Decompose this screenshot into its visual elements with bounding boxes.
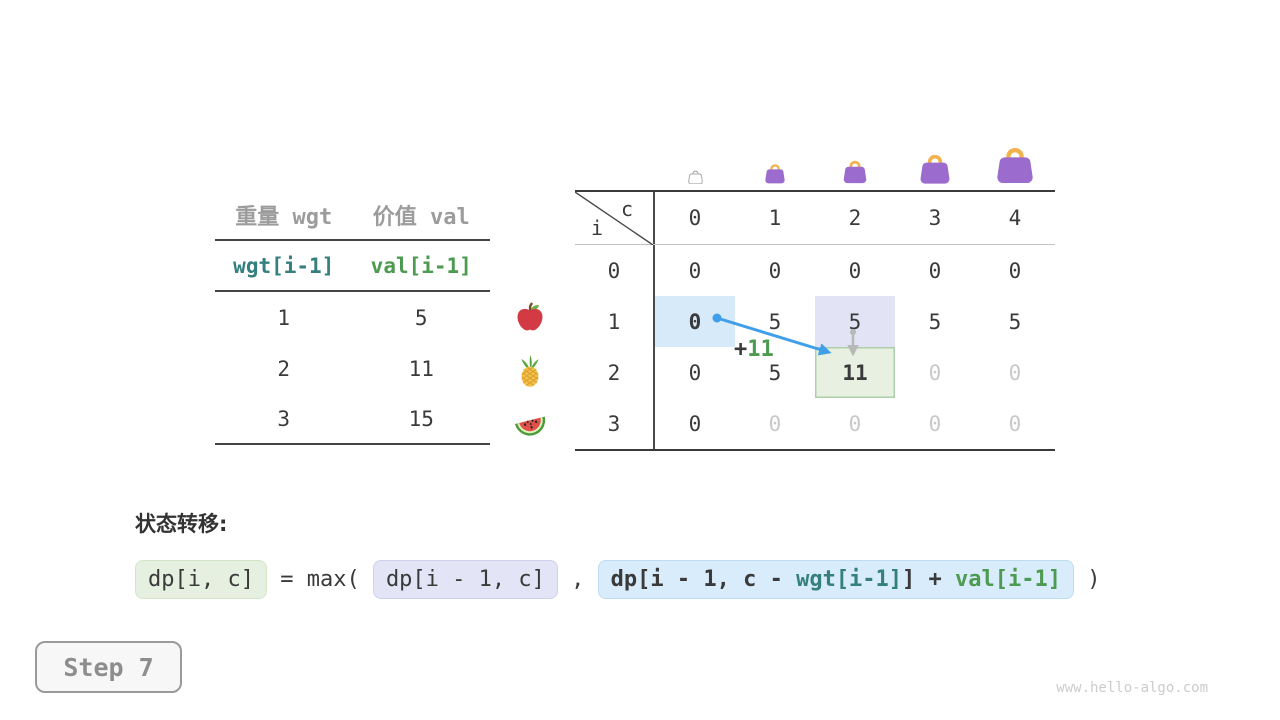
dp-cell: 0 — [848, 411, 862, 436]
dp-cell: 5 — [815, 296, 895, 347]
dp-row: 2 0 5 11 0 0 — [575, 347, 1055, 398]
item-table: 重量 wgt 价值 val wgt[i-1] val[i-1] 1 5 2 11 3 15 — [215, 190, 490, 445]
item-value: 5 — [414, 305, 428, 330]
plus-sign: + — [734, 337, 748, 362]
formula-term: dp[i - 1, c - wgt[i-1]] + val[i-1] — [597, 560, 1075, 599]
dp-cell: 0 — [1008, 258, 1022, 283]
dp-col-header: 3 — [928, 206, 942, 230]
formula-operator: , — [557, 567, 598, 592]
dp-cell: 11 — [815, 347, 895, 398]
dp-corner-row-label: i — [591, 216, 604, 240]
corner-diagonal — [575, 192, 653, 245]
dp-row: 0 0 0 0 0 0 — [575, 245, 1055, 296]
dp-row-header: 0 — [575, 245, 655, 296]
added-value: 11 — [747, 337, 774, 362]
formula-segment: + — [915, 567, 956, 592]
dp-row-header: 2 — [575, 347, 655, 398]
item-weight: 3 — [277, 406, 291, 431]
bag-icon — [841, 157, 869, 184]
dp-col-header: 1 — [768, 206, 782, 230]
dp-col-header: 0 — [688, 206, 702, 230]
watermelon-icon — [513, 404, 547, 438]
formula-segment: wgt[i-1] — [796, 567, 903, 592]
item-table-subheader: wgt[i-1] — [233, 253, 335, 278]
dp-cell: 0 — [1008, 360, 1022, 385]
dp-cell: 0 — [928, 258, 942, 283]
dp-cell: 0 — [688, 411, 702, 436]
dp-cell: 0 — [928, 411, 942, 436]
transition-label: 状态转移: — [135, 512, 228, 536]
pineapple-icon — [513, 354, 547, 388]
dp-row-header: 3 — [575, 398, 655, 449]
formula-segment: val[i-1] — [955, 567, 1062, 592]
item-table-subheader: val[i-1] — [370, 253, 472, 278]
dp-cell: 5 — [1008, 309, 1022, 334]
dp-cell: 0 — [1008, 411, 1022, 436]
dp-cell: 0 — [688, 258, 702, 283]
dp-col-header: 2 — [848, 206, 862, 230]
dp-cell: 0 — [688, 360, 702, 385]
dp-cell: 0 — [848, 258, 862, 283]
formula-term: dp[i, c] — [135, 560, 267, 599]
dp-cell: 0 — [655, 296, 735, 347]
item-value: 11 — [408, 356, 434, 381]
formula-operator: = max( — [266, 567, 373, 592]
item-weight: 1 — [277, 305, 291, 330]
dp-table: c i 0 1 2 3 4 0 0 0 0 0 0 1 0 5 5 5 5 2 0 5 11 0 0 3 0 0 0 0 0 — [575, 190, 1055, 451]
formula-term: dp[i - 1, c] — [372, 560, 558, 599]
watermark: www.hello-algo.com — [1056, 680, 1208, 696]
formula-segment: dp[i - 1, c - — [610, 567, 797, 592]
item-row: 3 15 — [215, 394, 490, 445]
item-table-header: 重量 wgt — [235, 204, 333, 230]
transition-formula: dp[i, c] = max( dp[i - 1, c] , dp[i - 1,… — [135, 560, 1101, 599]
dp-col-header: 4 — [1008, 206, 1022, 230]
formula-segment: ] — [902, 567, 916, 592]
bag-icon — [993, 142, 1037, 184]
item-value: 15 — [408, 406, 434, 431]
apple-icon — [513, 301, 547, 335]
item-row: 2 11 — [215, 343, 490, 394]
formula-operator: ) — [1074, 567, 1101, 592]
dp-cell: 5 — [928, 309, 942, 334]
bag-icon — [917, 150, 953, 185]
dp-row-header: 1 — [575, 296, 655, 347]
dp-corner-col-label: c — [620, 197, 633, 221]
step-button[interactable]: Step 7 — [35, 641, 182, 693]
item-table-header: 价值 val — [372, 204, 470, 230]
bag-icon — [687, 168, 704, 184]
dp-cell: 5 — [768, 360, 782, 385]
transition-value-annotation: +11 — [734, 337, 774, 362]
dp-cell: 0 — [928, 360, 942, 385]
item-weight: 2 — [277, 356, 291, 381]
dp-cell: 0 — [768, 258, 782, 283]
item-table-subheader-row: wgt[i-1] val[i-1] — [215, 241, 490, 292]
bag-icon — [763, 161, 787, 184]
item-table-header-row: 重量 wgt 价值 val — [215, 190, 490, 241]
dp-cell: 0 — [768, 411, 782, 436]
dp-row: 3 0 0 0 0 0 — [575, 398, 1055, 449]
